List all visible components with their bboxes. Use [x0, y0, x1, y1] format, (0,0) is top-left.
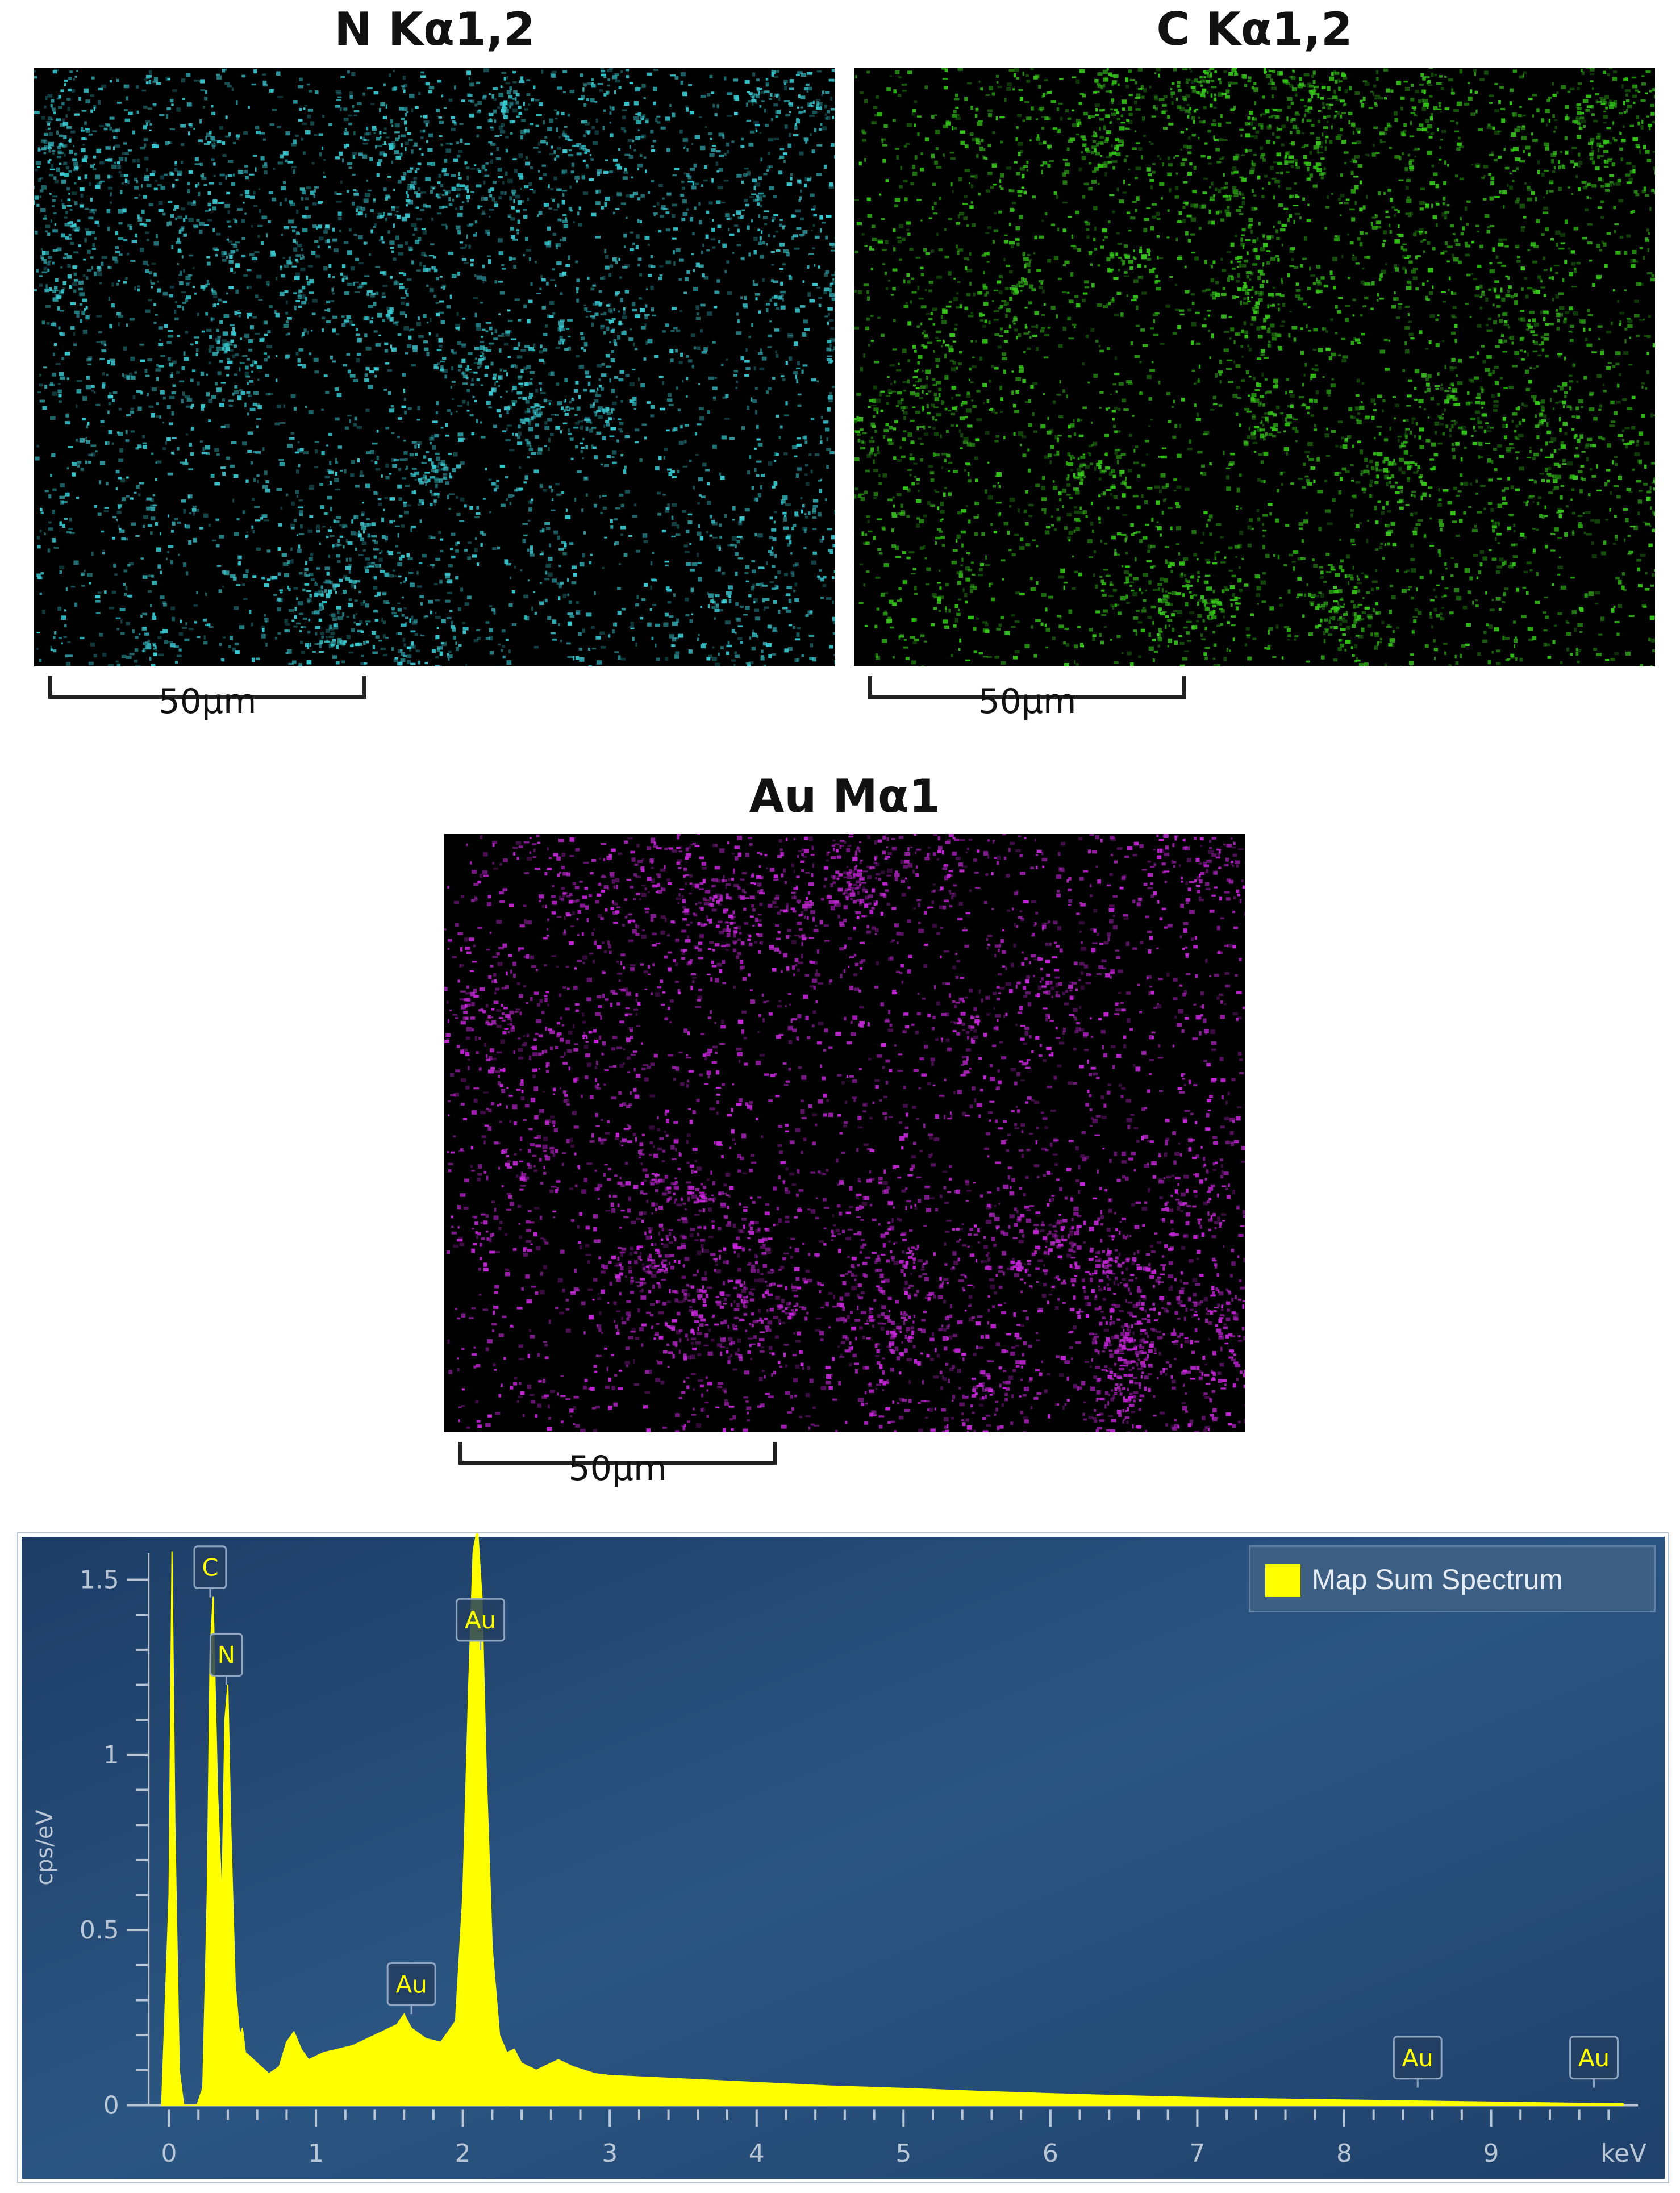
y-tick-label: 0.5 [80, 1916, 119, 1945]
map-title-c: C Kα1,2 [1156, 3, 1353, 56]
au-map-scalebar-label: 50µm [568, 1449, 667, 1489]
spectrum-plot: 0 1 2 3 4 5 6 7 8 9 keV 0 0.5 1 1.5 cps/eV CN Au Au Au Au [21, 1533, 1665, 2179]
map-title-au: Au Mα1 [749, 770, 941, 823]
peak-label-n: N [209, 1633, 243, 1685]
x-tick-label: 6 [1043, 2139, 1058, 2168]
x-tick-label: 9 [1483, 2139, 1499, 2168]
au-map-scalebar [458, 1442, 777, 1465]
x-tick-label: 2 [455, 2139, 471, 2168]
map-speckles [34, 68, 835, 666]
peak-label-au: Au [1569, 2036, 1619, 2088]
peak-label-au: Au [456, 1598, 506, 1650]
x-axis-label: keV [1600, 2139, 1646, 2168]
y-axis-label: cps/eV [32, 1810, 58, 1885]
x-tick-label: 4 [749, 2139, 765, 2168]
legend-swatch [1265, 1564, 1300, 1597]
y-tick-label: 1 [103, 1741, 119, 1770]
x-tick-label: 1 [308, 2139, 324, 2168]
spectrum-area [161, 1533, 1624, 2106]
peak-label-au: Au [386, 1962, 436, 2015]
x-tick-label: 5 [895, 2139, 911, 2168]
y-tick-label: 0 [103, 2091, 119, 2120]
x-tick-label: 8 [1336, 2139, 1352, 2168]
x-tick-label: 7 [1189, 2139, 1205, 2168]
x-tick-label: 3 [602, 2139, 618, 2168]
c-map-image [854, 68, 1655, 666]
map-title-n: N Kα1,2 [334, 3, 535, 56]
c-map-scalebar [868, 676, 1186, 699]
n-map-scalebar-label: 50µm [158, 682, 257, 722]
au-map-image [444, 834, 1245, 1432]
x-tick-label: 0 [161, 2139, 177, 2168]
spectrum-chart: 0 1 2 3 4 5 6 7 8 9 keV 0 0.5 1 1.5 cps/eV C N Au Au Au Au Ma… [17, 1532, 1669, 2183]
y-tick-label: 1.5 [80, 1566, 119, 1595]
legend: Map Sum Spectrum [1249, 1545, 1656, 1612]
c-map-scalebar-label: 50µm [978, 682, 1077, 722]
n-map-image [34, 68, 835, 666]
map-speckles [444, 834, 1245, 1432]
peak-label-c: C [193, 1545, 227, 1598]
n-map-scalebar [48, 676, 366, 699]
legend-label: Map Sum Spectrum [1312, 1564, 1563, 1595]
map-speckles [854, 68, 1655, 666]
peak-label-au: Au [1393, 2036, 1443, 2088]
